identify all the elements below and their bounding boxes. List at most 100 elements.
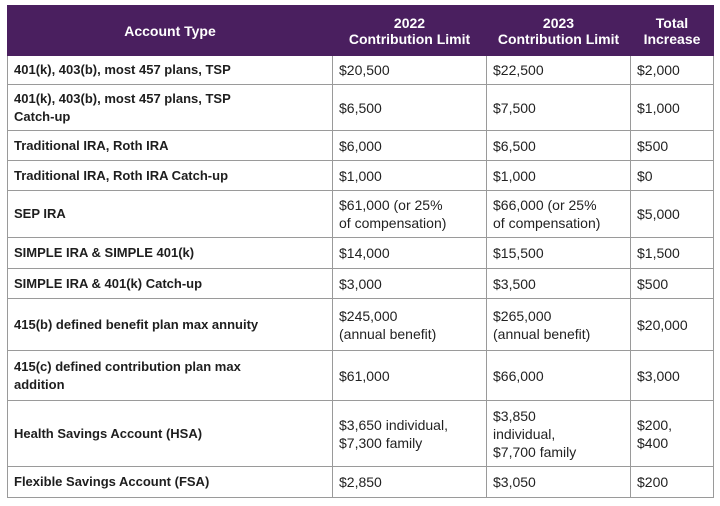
table-cell: SIMPLE IRA & SIMPLE 401(k) [7,237,333,269]
cell-line: Health Savings Account (HSA) [14,425,203,441]
table-cell: $6,500 [332,84,487,131]
table-cell: Flexible Savings Account (FSA) [7,466,333,498]
table-body: 401(k), 403(b), most 457 plans, TSP $20,5… [7,55,714,498]
table-row: Traditional IRA, Roth IRA Catch-up $1,000… [7,160,714,191]
table-cell: $2,000 [630,55,714,85]
table-cell: $0 [630,160,714,191]
table-cell: $3,650 individual, $7,300 family [332,400,487,467]
cell-line: $61,000 (or 25% [339,197,443,213]
cell-line: Account Type [124,22,216,39]
table-cell: $20,000 [630,298,714,351]
header-cell: Account Type [7,5,333,56]
table-cell: $3,000 [630,350,714,401]
cell-line: Total [655,14,689,31]
header-cell: 2023 Contribution Limit [486,5,631,56]
cell-line: $7,700 family [493,443,577,460]
cell-line: $66,000 (or 25% [493,197,597,213]
cell-line: $245,000 [339,307,398,324]
cell-line: SEP IRA [14,206,66,221]
cell-line: Increase [643,30,701,47]
table-row: Traditional IRA, Roth IRA $6,000 $6,500 $50… [7,130,714,161]
table-cell: Traditional IRA, Roth IRA [7,130,333,161]
cell-line: $7,500 [493,99,536,116]
table-row: 415(c) defined contribution plan max addi… [7,350,714,401]
cell-line: $1,000 [339,167,382,184]
cell-line: $14,000 [339,245,390,261]
table-cell: Health Savings Account (HSA) [7,400,333,467]
table-cell: $3,000 [332,268,487,299]
table-cell: $22,500 [486,55,631,85]
cell-line: $6,500 [339,99,382,116]
cell-line: $5,000 [637,206,680,222]
table-cell: $7,500 [486,84,631,131]
cell-line: $1,000 [637,99,680,116]
cell-line: $6,500 [493,137,536,154]
cell-line: $3,050 [493,474,536,490]
table-cell: 401(k), 403(b), most 457 plans, TSP [7,55,333,85]
header-cell: 2022 Contribution Limit [332,5,487,56]
cell-line: Flexible Savings Account (FSA) [14,474,210,489]
table-cell: $265,000 (annual benefit) [486,298,631,351]
cell-line: $6,000 [339,137,382,154]
header-cell: Total Increase [630,5,714,56]
table-cell: $3,500 [486,268,631,299]
cell-line: $7,300 family [339,434,423,451]
cell-line: $200, [637,416,673,433]
cell-line: 2023 [542,14,575,31]
cell-line: (annual benefit) [339,325,437,342]
table-cell: $200, $400 [630,400,714,467]
cell-line: $22,500 [493,62,544,78]
table-cell: $61,000 (or 25% of compensation) [332,190,487,238]
table-cell: 401(k), 403(b), most 457 plans, TSP Catch… [7,84,333,131]
table-row: 401(k), 403(b), most 457 plans, TSP $20,5… [7,55,714,85]
table-row: SIMPLE IRA & SIMPLE 401(k) $14,000 $15,500… [7,237,714,269]
cell-line: of compensation) [493,215,601,231]
table-cell: $3,050 [486,466,631,498]
table-cell: $6,000 [332,130,487,161]
cell-line: $3,000 [637,367,680,384]
cell-line: $3,500 [493,275,536,292]
cell-line: $3,850 [493,407,536,424]
cell-line: 2022 [393,14,426,31]
contribution-table: Account Type 2022 Contribution Limit 2023 Co… [7,5,714,498]
table-row: 401(k), 403(b), most 457 plans, TSP Catch… [7,84,714,131]
cell-line: Traditional IRA, Roth IRA [14,137,169,153]
table-row: SEP IRA $61,000 (or 25% of compensation) $6… [7,190,714,238]
header-row: Account Type 2022 Contribution Limit 2023 Co… [7,5,714,56]
table-cell: $2,850 [332,466,487,498]
table-cell: $15,500 [486,237,631,269]
table-cell: $1,000 [486,160,631,191]
table-cell: $3,850 individual, $7,700 family [486,400,631,467]
table-cell: SIMPLE IRA & 401(k) Catch-up [7,268,333,299]
cell-line: $0 [637,167,653,184]
table-cell: $66,000 [486,350,631,401]
table-cell: 415(c) defined contribution plan max addi… [7,350,333,401]
table-cell: $61,000 [332,350,487,401]
cell-line: $15,500 [493,245,544,261]
table-cell: SEP IRA [7,190,333,238]
table-cell: $200 [630,466,714,498]
cell-line: $3,000 [339,275,382,292]
table-cell: $66,000 (or 25% of compensation) [486,190,631,238]
table-cell: $1,500 [630,237,714,269]
cell-line: addition [14,376,65,392]
cell-line: $265,000 [493,307,552,324]
cell-line: SIMPLE IRA & 401(k) Catch-up [14,275,203,291]
table-cell: $20,500 [332,55,487,85]
cell-line: $500 [637,275,669,292]
cell-line: Contribution Limit [348,30,471,47]
table-cell: $1,000 [630,84,714,131]
table-row: SIMPLE IRA & 401(k) Catch-up $3,000 $3,500… [7,268,714,299]
table-row: Flexible Savings Account (FSA) $2,850 $3,0… [7,466,714,498]
cell-line: of compensation) [339,215,447,231]
table-row: 415(b) defined benefit plan max annuity $… [7,298,714,351]
table-cell: $5,000 [630,190,714,238]
cell-line: 401(k), 403(b), most 457 plans, TSP [14,90,231,106]
table-cell: $245,000 (annual benefit) [332,298,487,351]
cell-line: $61,000 [339,367,390,384]
cell-line: SIMPLE IRA & SIMPLE 401(k) [14,245,195,260]
cell-line: Traditional IRA, Roth IRA Catch-up [14,167,229,183]
table-cell: $500 [630,130,714,161]
cell-line: $200 [637,474,669,490]
